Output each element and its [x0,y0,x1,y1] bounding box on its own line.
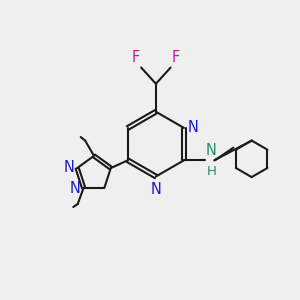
Text: N: N [63,160,74,175]
Text: F: F [131,50,140,65]
Text: H: H [207,165,217,178]
Text: N: N [151,182,162,197]
Text: N: N [206,143,217,158]
Text: F: F [172,50,180,65]
Text: N: N [70,181,81,196]
Text: N: N [188,120,199,135]
